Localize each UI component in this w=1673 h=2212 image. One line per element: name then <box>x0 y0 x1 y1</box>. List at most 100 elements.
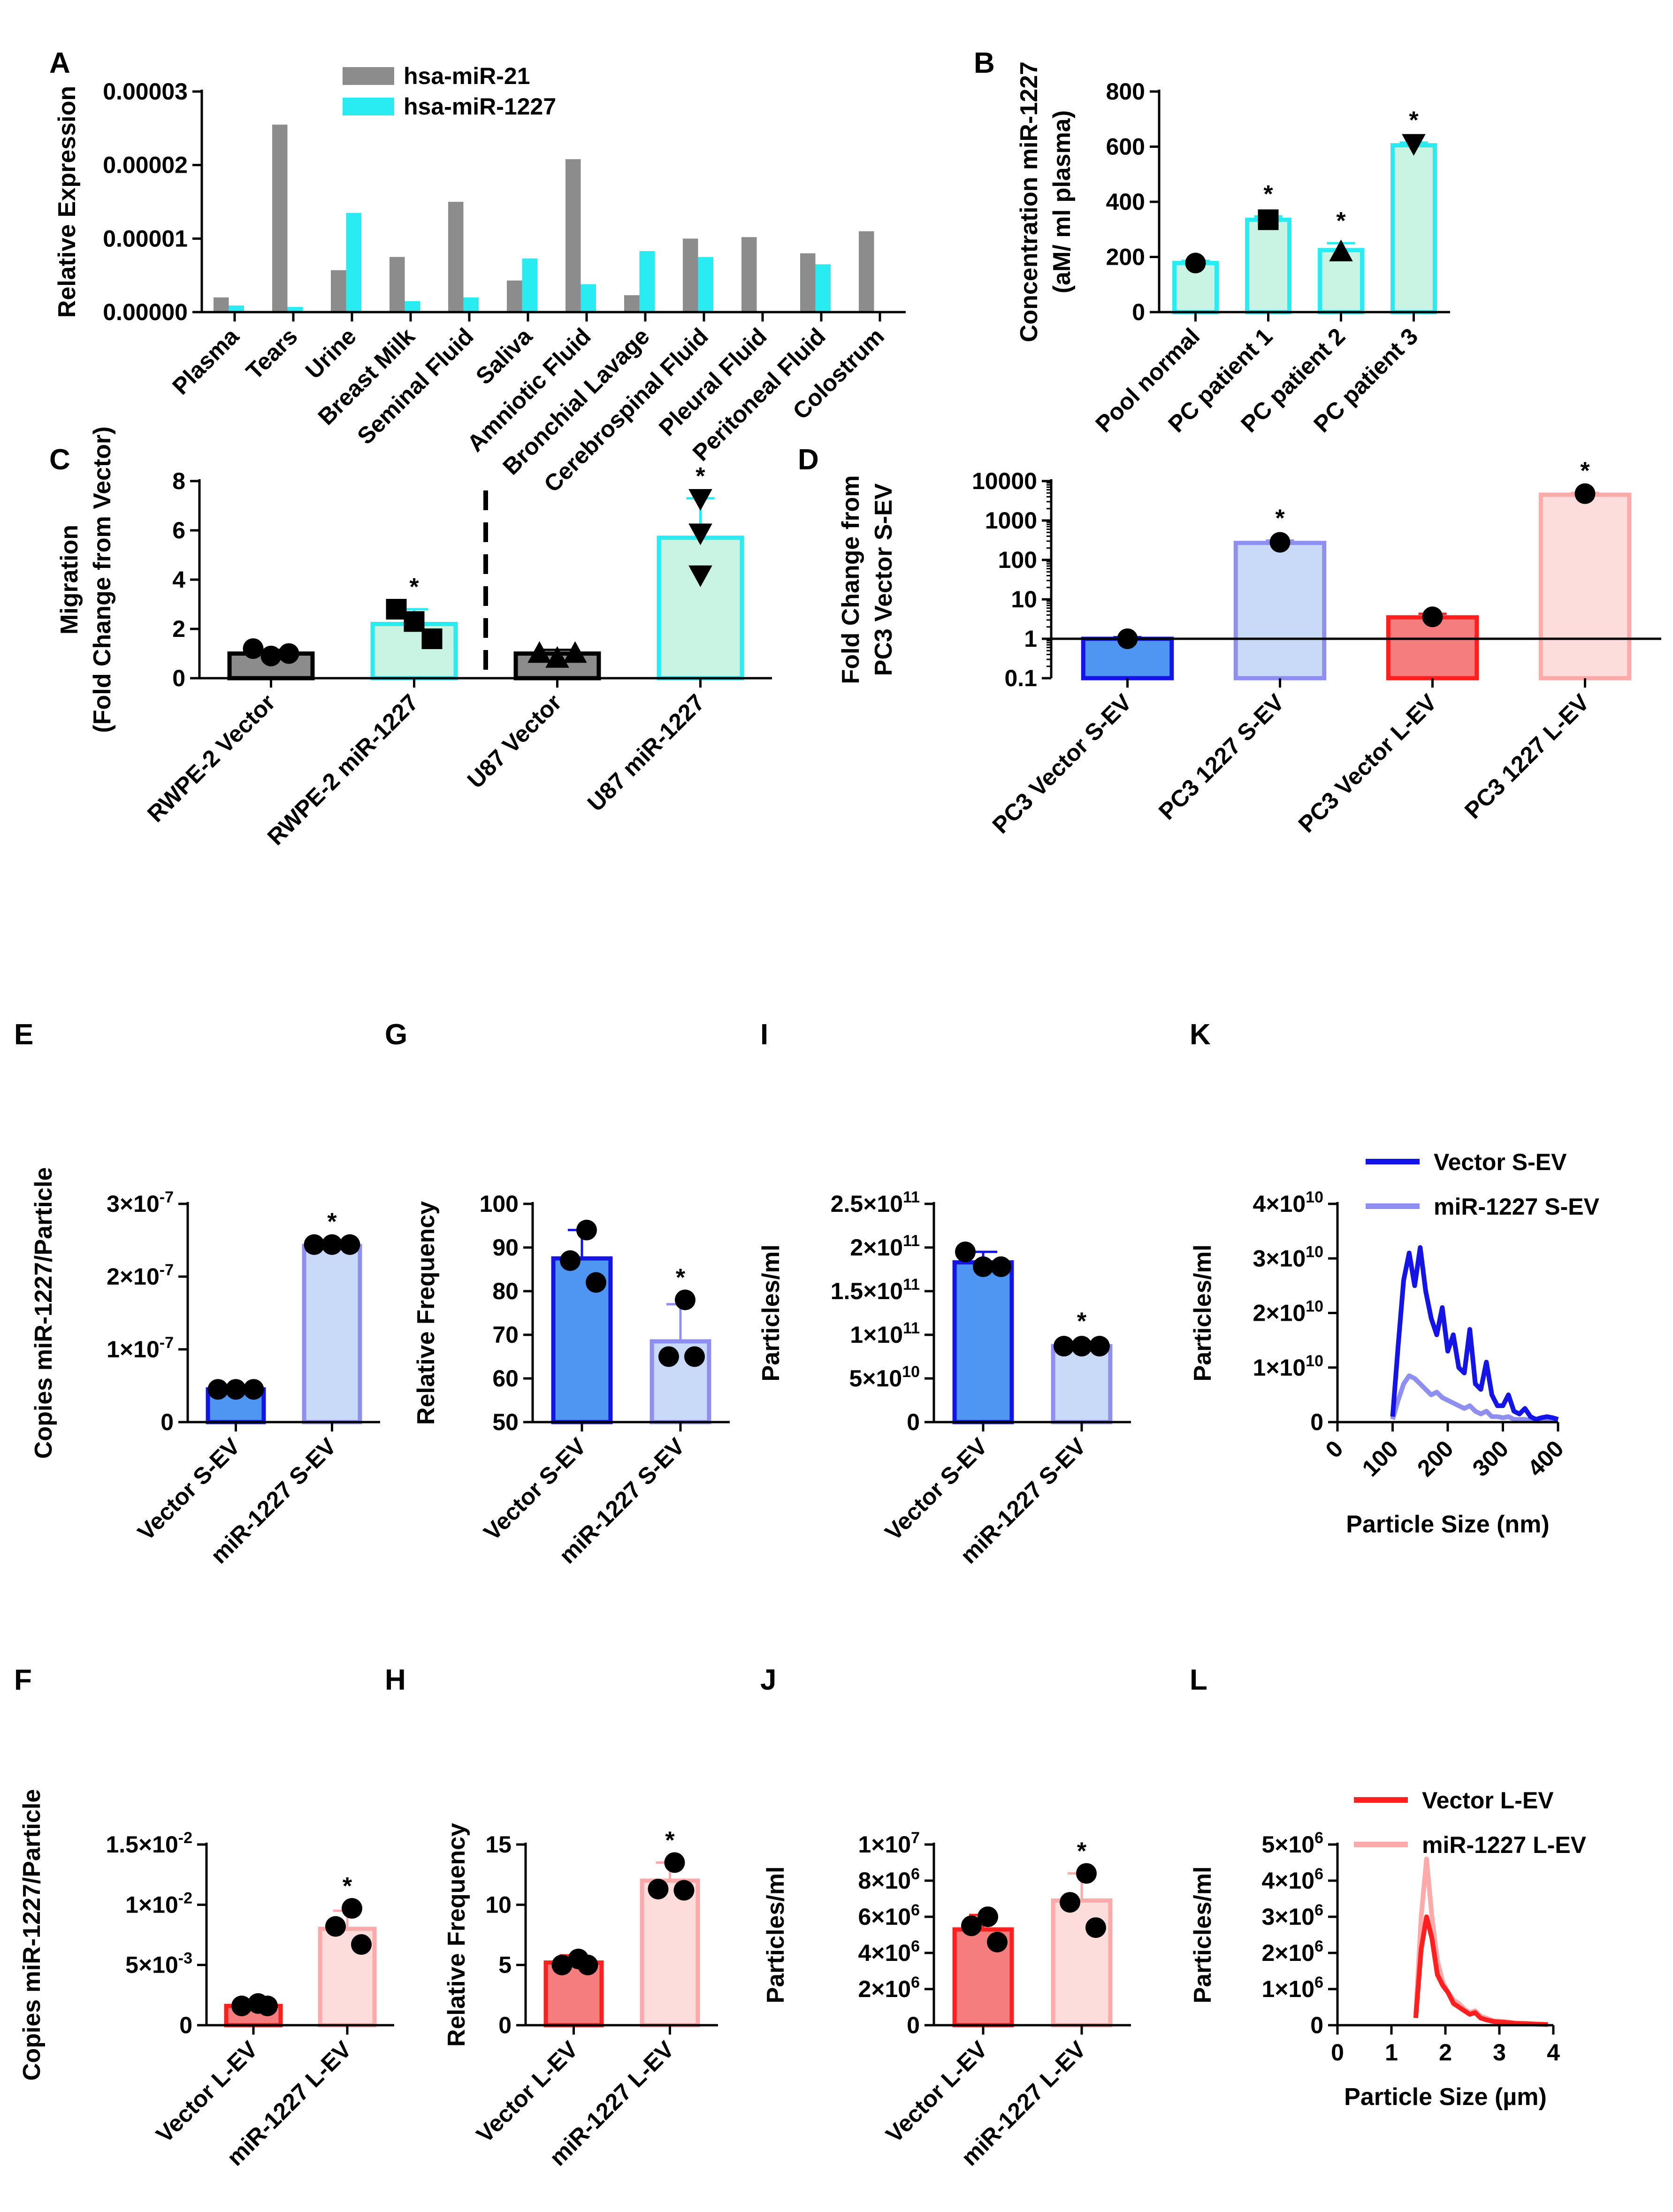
y-tick-label-J-5: 1×107 <box>858 1829 920 1858</box>
y-tick-label-J-4: 8×106 <box>858 1865 920 1894</box>
significance-star-J-1: * <box>1077 1838 1087 1865</box>
panel-letter-D: D <box>798 444 819 476</box>
data-point-H-1-0 <box>664 1852 685 1873</box>
bar-A-1-10 <box>815 264 831 312</box>
x-tick-label-L-2: 2 <box>1439 2039 1452 2066</box>
y-axis-title-J: Particles/ml <box>762 1867 789 2004</box>
data-point-B-1-0 <box>1258 209 1279 230</box>
legend-label-A-1: hsa-miR-1227 <box>404 93 556 120</box>
legend-A: hsa-miR-21 hsa-miR-1227 <box>343 63 556 120</box>
bar-A-1-4 <box>463 297 479 312</box>
data-point-B-2-0 <box>1329 239 1353 261</box>
y-tick-label-K-2: 2×1010 <box>1253 1298 1323 1326</box>
bar-A-1-8 <box>698 257 713 312</box>
panel-letter-B: B <box>974 47 995 79</box>
significance-star-D-3: * <box>1580 457 1590 484</box>
bar-A-0-2 <box>331 270 346 312</box>
data-point-C-1-1 <box>404 611 425 632</box>
data-point-E-0-2 <box>243 1379 264 1400</box>
bar-A-1-1 <box>287 307 303 312</box>
y-tick-label-B-2: 400 <box>1106 189 1145 215</box>
x-tick-label-L-1: 1 <box>1385 2039 1398 2066</box>
data-point-D-3-0 <box>1574 483 1596 504</box>
data-point-F-1-0 <box>342 1898 362 1919</box>
data-point-E-1-2 <box>339 1234 360 1255</box>
y-tick-label-G-2: 70 <box>492 1322 519 1348</box>
bar-A-0-7 <box>624 295 640 312</box>
y-tick-label-L-5: 5×106 <box>1261 1829 1323 1858</box>
data-point-F-0-1 <box>231 1995 252 2016</box>
y-tick-label-J-0: 0 <box>907 2012 920 2038</box>
y-tick-label-C-1: 2 <box>172 616 185 642</box>
panel-L: L Particles/ml 0 1×106 2×106 3×106 4×106 5×106 0… <box>1189 1664 1587 2111</box>
legend-label-L-1: miR-1227 L-EV <box>1422 1832 1587 1858</box>
significance-star-B-1: * <box>1263 181 1273 208</box>
y-axis-title-F: Copies miR-1227/Particle <box>18 1789 46 2081</box>
bar-B-3 <box>1390 143 1437 314</box>
bar-A-1-2 <box>346 213 361 312</box>
bar-A-0-3 <box>390 257 405 312</box>
bar-A-0-9 <box>741 237 757 312</box>
data-point-G-0-1 <box>560 1250 581 1271</box>
data-point-J-1-0 <box>1076 1863 1097 1884</box>
y-tick-label-A-3: 0.00003 <box>103 78 188 105</box>
significance-star-C-1: * <box>409 574 419 601</box>
data-point-F-1-2 <box>351 1934 372 1955</box>
y-tick-label-J-3: 6×106 <box>858 1901 920 1930</box>
legend-label-K-1: miR-1227 S-EV <box>1434 1194 1600 1220</box>
data-point-F-1-1 <box>325 1916 346 1937</box>
bar-A-0-8 <box>683 238 698 312</box>
data-point-B-0-0 <box>1185 253 1206 274</box>
y-tick-label-D-2: 10 <box>1011 586 1037 612</box>
bar-A-0-0 <box>214 297 229 312</box>
significance-star-I-1: * <box>1077 1308 1087 1335</box>
bar-A-1-6 <box>581 284 596 312</box>
significance-star-B-3: * <box>1409 107 1419 134</box>
y-tick-label-K-4: 4×1010 <box>1253 1188 1323 1217</box>
data-point-G-1-2 <box>684 1346 705 1367</box>
data-point-I-1-1 <box>1071 1336 1092 1357</box>
bar-A-0-6 <box>565 159 581 312</box>
data-point-C-2-2 <box>563 641 587 663</box>
legend-label-A-0: hsa-miR-21 <box>404 63 530 89</box>
data-point-H-0-1 <box>551 1954 573 1975</box>
y-tick-label-E-2: 2×10-7 <box>107 1261 174 1290</box>
significance-star-H-1: * <box>665 1827 675 1854</box>
data-point-I-1-2 <box>1089 1336 1110 1357</box>
bar-I-1 <box>1051 1344 1113 1424</box>
bar-B-1 <box>1245 217 1291 314</box>
y-tick-label-K-1: 1×1010 <box>1253 1352 1323 1381</box>
data-point-J-1-1 <box>1060 1892 1080 1913</box>
bar-I-0 <box>952 1260 1014 1424</box>
bar-A-0-4 <box>448 202 464 312</box>
y-tick-label-E-1: 1×10-7 <box>107 1334 174 1362</box>
y-tick-label-J-2: 4×106 <box>858 1937 920 1966</box>
bar-A-0-5 <box>507 280 522 312</box>
y-tick-label-C-4: 8 <box>172 468 185 494</box>
bar-H-1 <box>640 1878 700 2028</box>
data-point-E-0-0 <box>207 1379 229 1400</box>
bar-A-0-11 <box>859 231 874 312</box>
y-tick-label-H-0: 0 <box>498 2012 512 2038</box>
x-axis-title-K: Particle Size (nm) <box>1346 1511 1549 1538</box>
legend-swatch-A-0 <box>343 67 394 85</box>
data-point-G-1-1 <box>658 1346 679 1367</box>
y-tick-label-K-3: 3×1010 <box>1253 1243 1323 1271</box>
y-tick-label-I-0: 0 <box>907 1409 920 1435</box>
y-axis-title-I: Particles/ml <box>757 1245 785 1382</box>
bar-A-1-5 <box>522 258 537 312</box>
legend-L: Vector L-EV miR-1227 L-EV <box>1354 1787 1587 1858</box>
y-tick-label-K-0: 0 <box>1310 1409 1323 1435</box>
y-tick-label-E-3: 3×10-7 <box>107 1188 174 1217</box>
x-tick-label-L-3: 3 <box>1493 2039 1506 2066</box>
y-axis-title-B: Concentration miR-1227 <box>1016 61 1043 342</box>
y-axis-title-C: Migration <box>56 525 83 635</box>
panel-letter-E: E <box>14 1018 33 1051</box>
data-point-H-0-2 <box>577 1954 598 1975</box>
series-line-L-0 <box>1413 1914 1548 2027</box>
data-point-G-0-2 <box>586 1272 606 1293</box>
y-tick-label-B-3: 600 <box>1106 134 1145 160</box>
data-point-C-0-2 <box>278 643 299 664</box>
x-axis-title-L: Particle Size (µm) <box>1344 2083 1547 2111</box>
